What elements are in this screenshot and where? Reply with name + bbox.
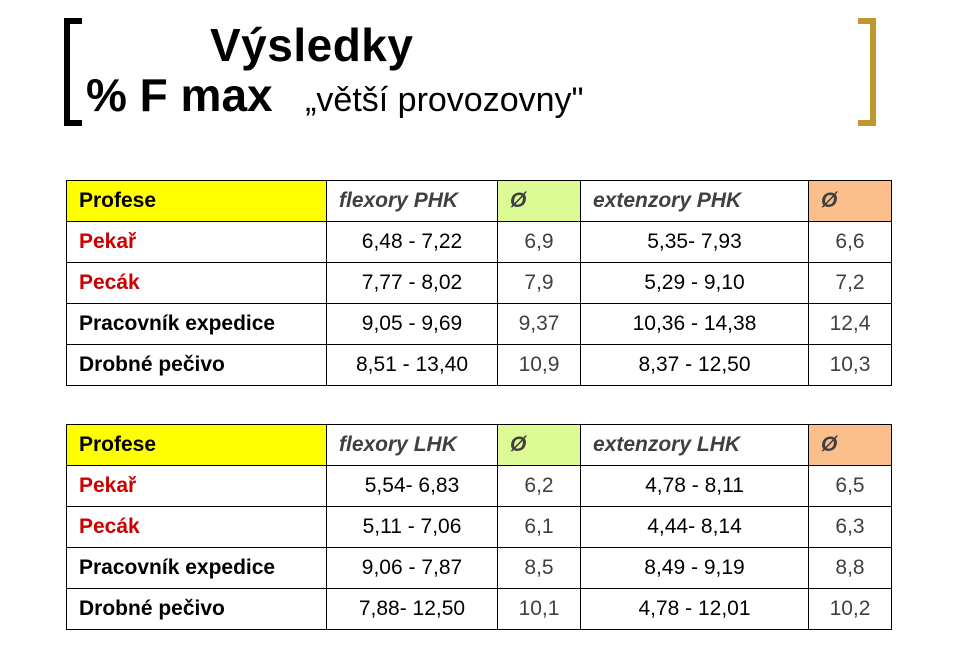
cell-ext-avg: 12,4: [809, 304, 892, 345]
cell-ext-avg: 8,8: [809, 548, 892, 589]
col-header-profese: Profese: [67, 425, 327, 466]
col-header-flex-avg: Ø: [498, 181, 581, 222]
cell-flex: 7,77 - 8,02: [327, 263, 498, 304]
cell-flex: 6,48 - 7,22: [327, 222, 498, 263]
table-row: Pecák 5,11 - 7,06 6,1 4,44- 8,14 6,3: [67, 507, 892, 548]
heading-line-1: Výsledky: [84, 18, 854, 72]
page-title: Výsledky % F max „větší provozovny": [84, 18, 854, 122]
row-label: Pracovník expedice: [67, 548, 327, 589]
row-label: Pecák: [67, 263, 327, 304]
cell-ext: 5,29 - 9,10: [581, 263, 809, 304]
cell-ext: 8,49 - 9,19: [581, 548, 809, 589]
table-row: Drobné pečivo 8,51 - 13,40 10,9 8,37 - 1…: [67, 345, 892, 386]
results-phk-table: Profese flexory PHK Ø extenzory PHK Ø Pe…: [66, 180, 892, 386]
col-header-ext: extenzory PHK: [581, 181, 809, 222]
cell-flex: 5,54- 6,83: [327, 466, 498, 507]
col-header-flex-avg: Ø: [498, 425, 581, 466]
row-label: Pekař: [67, 466, 327, 507]
heading-line-2: % F max „větší provozovny": [84, 68, 854, 122]
heading-line-2-sub: „větší provozovny": [277, 81, 584, 119]
heading-line-2-big: % F max: [86, 69, 273, 121]
cell-ext-avg: 6,3: [809, 507, 892, 548]
table-row: Pekař 5,54- 6,83 6,2 4,78 - 8,11 6,5: [67, 466, 892, 507]
cell-ext: 4,78 - 12,01: [581, 589, 809, 630]
bracket-left-icon: [64, 8, 70, 136]
table-row: Pracovník expedice 9,05 - 9,69 9,37 10,3…: [67, 304, 892, 345]
results-lhk-table: Profese flexory LHK Ø extenzory LHK Ø Pe…: [66, 424, 892, 630]
table-header-row: Profese flexory PHK Ø extenzory PHK Ø: [67, 181, 892, 222]
cell-flex-avg: 8,5: [498, 548, 581, 589]
col-header-flex: flexory PHK: [327, 181, 498, 222]
slide: { "heading": { "line1": "Výsledky", "lin…: [0, 0, 959, 655]
cell-flex-avg: 6,2: [498, 466, 581, 507]
table-row: Pekař 6,48 - 7,22 6,9 5,35- 7,93 6,6: [67, 222, 892, 263]
cell-flex: 9,05 - 9,69: [327, 304, 498, 345]
cell-flex: 5,11 - 7,06: [327, 507, 498, 548]
row-label: Drobné pečivo: [67, 345, 327, 386]
cell-ext: 10,36 - 14,38: [581, 304, 809, 345]
cell-flex: 7,88- 12,50: [327, 589, 498, 630]
col-header-profese: Profese: [67, 181, 327, 222]
cell-ext: 4,78 - 8,11: [581, 466, 809, 507]
cell-flex-avg: 7,9: [498, 263, 581, 304]
cell-ext-avg: 7,2: [809, 263, 892, 304]
cell-ext: 8,37 - 12,50: [581, 345, 809, 386]
table-row: Pecák 7,77 - 8,02 7,9 5,29 - 9,10 7,2: [67, 263, 892, 304]
bracket-right-icon: [870, 8, 876, 136]
table-header-row: Profese flexory LHK Ø extenzory LHK Ø: [67, 425, 892, 466]
cell-flex-avg: 10,1: [498, 589, 581, 630]
row-label: Drobné pečivo: [67, 589, 327, 630]
row-label: Pracovník expedice: [67, 304, 327, 345]
col-header-ext: extenzory LHK: [581, 425, 809, 466]
cell-flex: 9,06 - 7,87: [327, 548, 498, 589]
cell-ext-avg: 6,5: [809, 466, 892, 507]
cell-flex: 8,51 - 13,40: [327, 345, 498, 386]
row-label: Pecák: [67, 507, 327, 548]
cell-ext-avg: 10,2: [809, 589, 892, 630]
row-label: Pekař: [67, 222, 327, 263]
cell-flex-avg: 6,1: [498, 507, 581, 548]
table-row: Pracovník expedice 9,06 - 7,87 8,5 8,49 …: [67, 548, 892, 589]
col-header-ext-avg: Ø: [809, 181, 892, 222]
cell-flex-avg: 6,9: [498, 222, 581, 263]
col-header-ext-avg: Ø: [809, 425, 892, 466]
cell-flex-avg: 10,9: [498, 345, 581, 386]
col-header-flex: flexory LHK: [327, 425, 498, 466]
cell-ext: 5,35- 7,93: [581, 222, 809, 263]
table-row: Drobné pečivo 7,88- 12,50 10,1 4,78 - 12…: [67, 589, 892, 630]
cell-ext-avg: 10,3: [809, 345, 892, 386]
cell-ext: 4,44- 8,14: [581, 507, 809, 548]
cell-flex-avg: 9,37: [498, 304, 581, 345]
cell-ext-avg: 6,6: [809, 222, 892, 263]
